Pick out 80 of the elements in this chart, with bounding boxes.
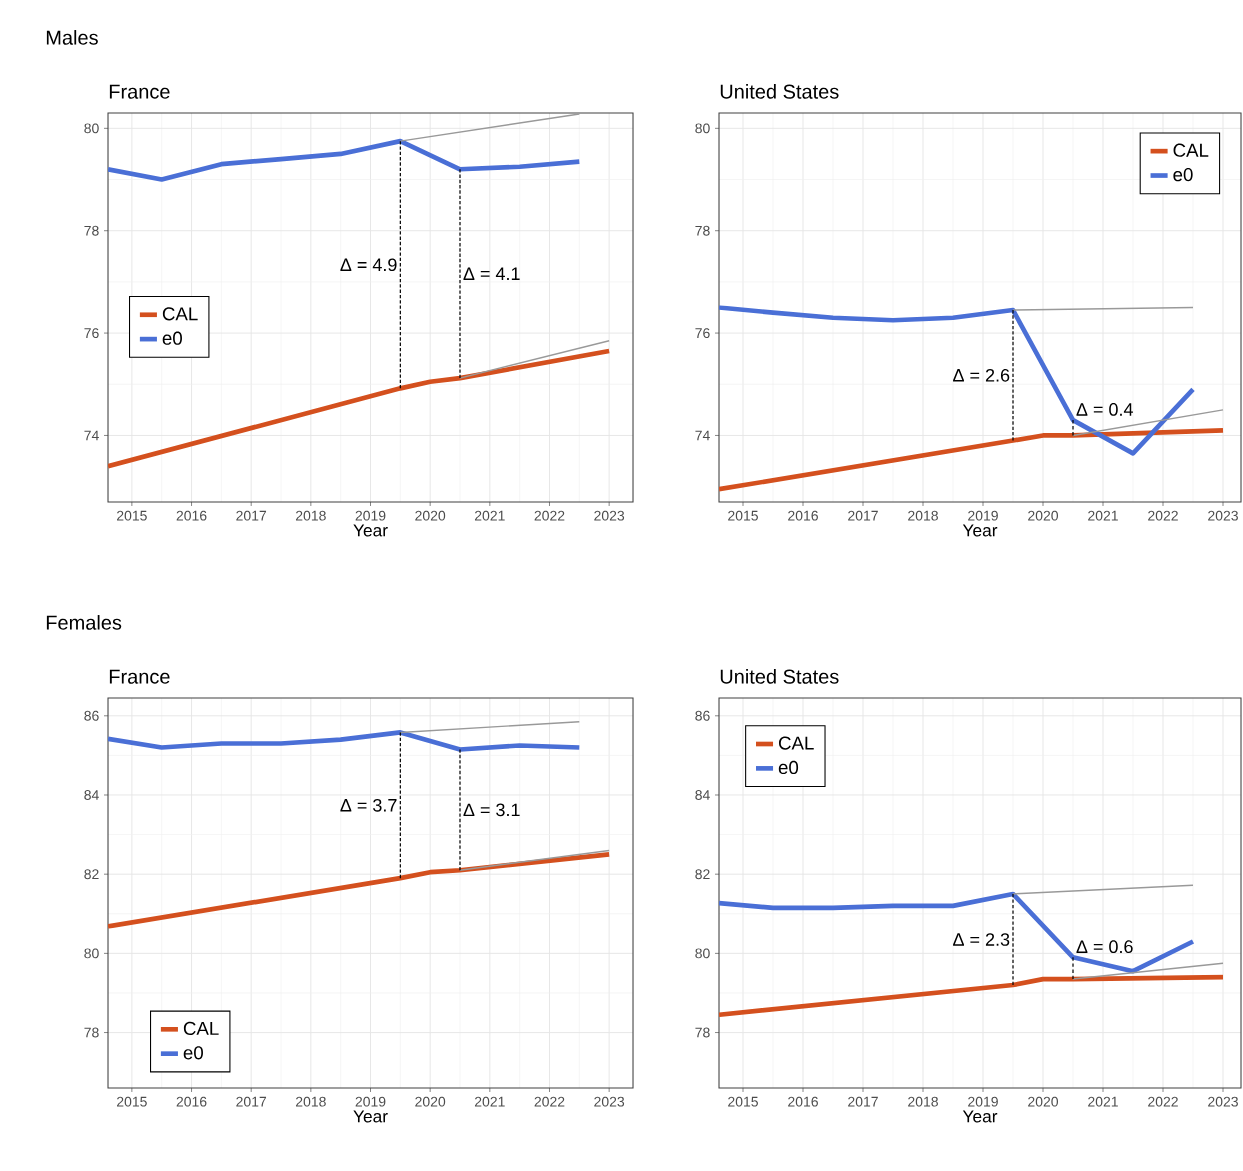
annotation: Δ = 4.9 <box>340 258 397 272</box>
x-tick-label: 2021 <box>1088 510 1118 521</box>
y-tick-label: 78 <box>84 225 99 236</box>
y-tick-label: 80 <box>84 948 99 959</box>
y-tick-label: 78 <box>695 1027 710 1038</box>
chart-title: France <box>109 84 170 99</box>
x-tick-label: 2016 <box>788 1096 818 1107</box>
x-tick-label: 2019 <box>355 510 386 521</box>
x-axis-title: Year <box>353 1110 388 1123</box>
y-tick-label: 76 <box>84 328 99 339</box>
y-tick-label: 76 <box>695 328 710 339</box>
x-tick-label: 2018 <box>295 1096 326 1107</box>
x-axis-title: Year <box>962 1110 998 1123</box>
x-tick-label: 2022 <box>1148 510 1178 521</box>
x-tick-label: 2016 <box>176 510 207 521</box>
x-tick-label: 2017 <box>236 1096 267 1107</box>
x-tick-label: 2019 <box>968 1096 998 1107</box>
x-tick-label: 2018 <box>908 510 938 521</box>
y-tick-label: 80 <box>84 123 99 134</box>
chart-title: France <box>109 669 170 684</box>
annotation: Δ = 0.4 <box>1076 403 1133 416</box>
x-tick-label: 2023 <box>1208 1096 1238 1107</box>
annotation: Δ = 0.6 <box>1076 940 1133 954</box>
x-tick-label: 2017 <box>236 510 267 521</box>
x-tick-label: 2022 <box>534 510 565 521</box>
x-tick-label: 2021 <box>474 1096 505 1107</box>
x-tick-label: 2020 <box>415 510 446 521</box>
legend-label: CAL <box>162 307 198 321</box>
x-tick-label: 2017 <box>848 510 878 521</box>
annotation: Δ = 3.1 <box>463 803 520 817</box>
x-tick-label: 2021 <box>1088 1096 1118 1107</box>
legend-label: e0 <box>778 760 799 775</box>
text: Males <box>46 30 98 45</box>
annotation: Δ = 2.3 <box>953 933 1010 946</box>
annotation: Δ = 2.6 <box>953 368 1010 382</box>
chart-title: United States <box>720 84 839 99</box>
x-tick-label: 2020 <box>1028 1096 1059 1107</box>
x-tick-label: 2023 <box>1208 510 1238 521</box>
x-tick-label: 2016 <box>176 1096 207 1107</box>
legend-label: e0 <box>162 331 182 345</box>
x-tick-label: 2022 <box>534 1096 565 1107</box>
y-tick-label: 78 <box>695 225 710 236</box>
x-axis-title: Year <box>353 524 388 537</box>
x-tick-label: 2018 <box>295 510 326 521</box>
legend-label: e0 <box>1173 167 1193 182</box>
x-tick-label: 2015 <box>728 1096 758 1107</box>
x-tick-label: 2016 <box>788 510 818 521</box>
x-tick-label: 2021 <box>474 510 505 521</box>
y-tick-label: 86 <box>695 710 710 721</box>
x-axis-title: Year <box>962 524 998 537</box>
x-tick-label: 2023 <box>594 1096 625 1107</box>
y-tick-label: 74 <box>84 430 99 441</box>
y-tick-label: 80 <box>695 948 710 959</box>
text: Females <box>46 615 122 630</box>
y-tick-label: 78 <box>84 1027 99 1038</box>
annotation: Δ = 3.7 <box>340 798 397 812</box>
x-tick-label: 2023 <box>594 510 625 521</box>
legend-label: CAL <box>778 736 814 750</box>
x-tick-label: 2015 <box>117 1096 147 1107</box>
x-tick-label: 2015 <box>117 510 147 521</box>
x-tick-label: 2020 <box>415 1096 446 1107</box>
legend-label: CAL <box>183 1021 219 1036</box>
legend-label: CAL <box>1173 143 1209 157</box>
y-tick-label: 84 <box>84 790 99 800</box>
y-tick-label: 84 <box>695 790 710 800</box>
legend-label: e0 <box>183 1046 203 1060</box>
y-tick-label: 80 <box>695 123 710 134</box>
x-tick-label: 2022 <box>1148 1096 1178 1107</box>
y-tick-label: 82 <box>84 869 99 880</box>
x-tick-label: 2019 <box>355 1096 386 1107</box>
y-tick-label: 74 <box>695 430 710 441</box>
x-tick-label: 2018 <box>908 1096 938 1107</box>
x-tick-label: 2020 <box>1028 510 1059 521</box>
annotation: Δ = 4.1 <box>463 267 520 280</box>
y-tick-label: 86 <box>84 710 99 721</box>
chart-title: United States <box>720 669 839 684</box>
x-tick-label: 2017 <box>848 1096 878 1107</box>
x-tick-label: 2015 <box>728 510 758 521</box>
x-tick-label: 2019 <box>968 510 998 521</box>
y-tick-label: 82 <box>695 869 710 880</box>
